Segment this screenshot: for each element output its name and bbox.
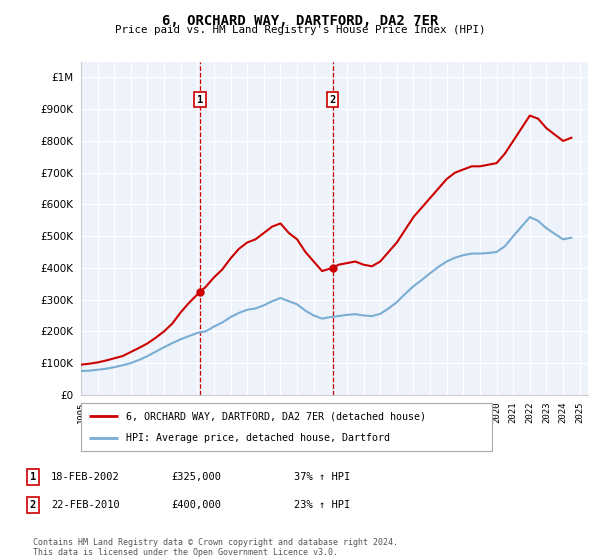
Text: 37% ↑ HPI: 37% ↑ HPI <box>294 472 350 482</box>
Text: £325,000: £325,000 <box>171 472 221 482</box>
Text: 18-FEB-2002: 18-FEB-2002 <box>51 472 120 482</box>
Text: 6, ORCHARD WAY, DARTFORD, DA2 7ER (detached house): 6, ORCHARD WAY, DARTFORD, DA2 7ER (detac… <box>126 411 426 421</box>
Text: 2: 2 <box>30 500 36 510</box>
Text: £400,000: £400,000 <box>171 500 221 510</box>
Text: 1: 1 <box>30 472 36 482</box>
Text: Contains HM Land Registry data © Crown copyright and database right 2024.
This d: Contains HM Land Registry data © Crown c… <box>33 538 398 557</box>
Text: HPI: Average price, detached house, Dartford: HPI: Average price, detached house, Dart… <box>126 433 390 443</box>
Text: 23% ↑ HPI: 23% ↑ HPI <box>294 500 350 510</box>
Text: 1: 1 <box>197 95 203 105</box>
Text: 22-FEB-2010: 22-FEB-2010 <box>51 500 120 510</box>
Text: 6, ORCHARD WAY, DARTFORD, DA2 7ER: 6, ORCHARD WAY, DARTFORD, DA2 7ER <box>162 14 438 28</box>
Text: 2: 2 <box>329 95 335 105</box>
Text: Price paid vs. HM Land Registry's House Price Index (HPI): Price paid vs. HM Land Registry's House … <box>115 25 485 35</box>
